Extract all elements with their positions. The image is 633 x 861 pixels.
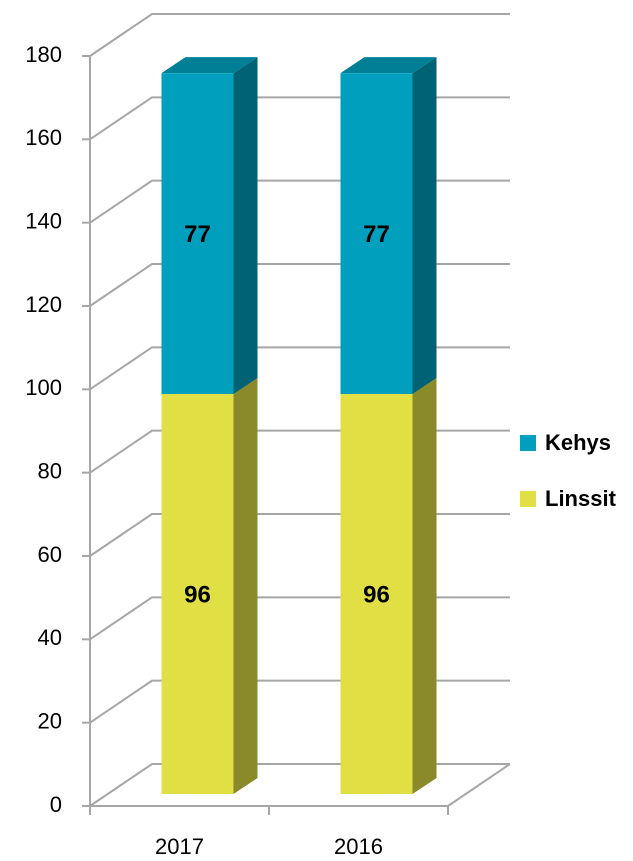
- x-tick-label: 2016: [334, 834, 383, 859]
- grid-line: [89, 179, 510, 224]
- floor-edge: [90, 763, 511, 807]
- bar-side: [412, 57, 437, 395]
- grid-line: [89, 429, 510, 474]
- grid-line: [89, 346, 510, 391]
- grid-line: [89, 263, 510, 307]
- data-label: 77: [184, 221, 211, 248]
- bar-side: [233, 378, 258, 794]
- bar-top: [340, 57, 437, 74]
- bar: [340, 394, 413, 794]
- legend-label: Kehys: [545, 430, 611, 455]
- y-tick-label: 20: [38, 708, 62, 733]
- bar: [161, 394, 234, 794]
- x-tick-label: 2017: [155, 834, 204, 859]
- bar-side: [233, 57, 258, 395]
- data-label: 77: [363, 221, 390, 248]
- y-tick-label: 140: [25, 208, 62, 233]
- grid-line: [89, 513, 510, 557]
- y-tick-label: 0: [50, 792, 62, 817]
- bar: [340, 73, 413, 395]
- data-label: 96: [363, 581, 390, 608]
- grid-line: [89, 96, 510, 141]
- data-label: 96: [184, 581, 211, 608]
- grid-line: [89, 763, 510, 807]
- legend-swatch: [520, 491, 536, 507]
- bar-side: [412, 378, 437, 794]
- grid-line: [89, 596, 510, 641]
- y-tick-label: 180: [25, 42, 62, 67]
- y-tick-label: 60: [38, 542, 62, 567]
- grid-line: [89, 13, 510, 57]
- y-tick-label: 80: [38, 458, 62, 483]
- y-tick-label: 160: [25, 125, 62, 150]
- y-tick-label: 100: [25, 375, 62, 400]
- y-tick-label: 40: [38, 625, 62, 650]
- legend-swatch: [520, 435, 536, 451]
- y-tick-label: 120: [25, 292, 62, 317]
- bar-top: [161, 57, 258, 74]
- bar: [161, 73, 234, 395]
- legend-label: Linssit: [545, 486, 617, 511]
- grid-line: [89, 679, 510, 724]
